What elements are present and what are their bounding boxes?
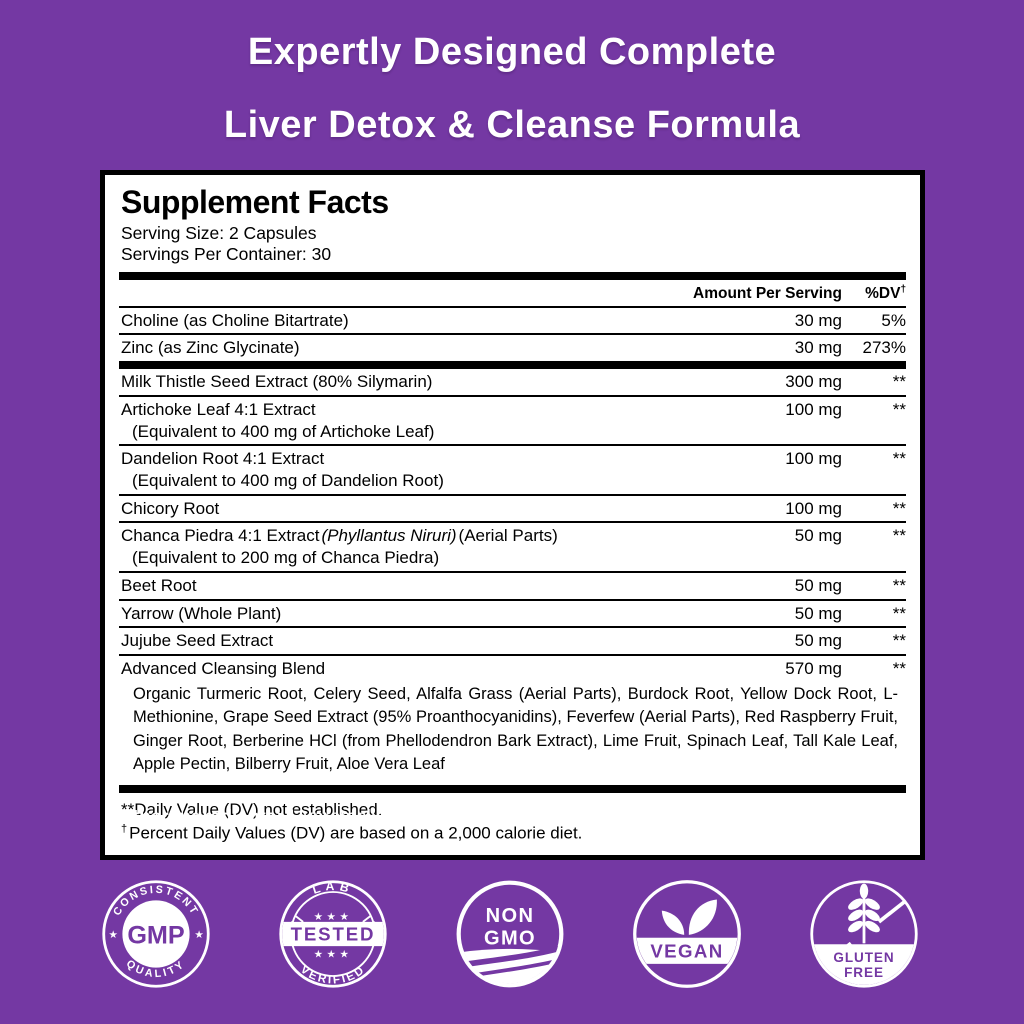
lab-tested-badge-icon: LAB ★★★ TESTED ★★★ VERIFIED — [279, 879, 387, 988]
panel-title: Supplement Facts — [121, 184, 389, 220]
star-icon: ★ — [108, 930, 117, 941]
ingredient-dv: ** — [892, 631, 906, 651]
gmp-badge-icon: CONSISTENT QUALITY ★ ★ GMP — [102, 880, 210, 988]
ingredient-latin-name: (Phyllantus Niruri) — [321, 526, 457, 546]
ingredient-amount: 300 mg — [785, 372, 842, 392]
ingredient-name: Advanced Cleansing Blend — [121, 659, 326, 679]
dagger-symbol: † — [900, 283, 906, 295]
ingredient-name: Milk Thistle Seed Extract (80% Silymarin… — [121, 372, 433, 392]
vegan-label: VEGAN — [650, 940, 723, 961]
table-row: Choline (as Choline Bitartrate) 30 mg 5% — [119, 308, 906, 336]
ingredient-dv: ** — [892, 498, 906, 518]
thick-rule — [119, 361, 906, 370]
gmo-label: GMO — [484, 927, 536, 949]
table-row: Dandelion Root 4:1 Extract (Equivalent to… — [119, 446, 906, 496]
table-row: Chicory Root 100 mg ** — [119, 496, 906, 524]
stars-row: ★★★ — [314, 949, 353, 960]
stars-row: ★★★ — [314, 912, 353, 923]
ingredient-part: (Aerial Parts) — [458, 526, 558, 546]
column-header-amount: Amount Per Serving — [693, 284, 842, 302]
ingredient-name: Choline (as Choline Bitartrate) — [121, 310, 349, 330]
headline-line2: Liver Detox & Cleanse Formula — [223, 104, 801, 146]
footnote-percent-dv: † Percent Daily Values (DV) are based on … — [121, 822, 583, 843]
table-row: Advanced Cleansing Blend 570 mg ** — [119, 656, 906, 682]
ingredient-amount: 50 mg — [794, 526, 842, 546]
ingredient-name: Chanca Piedra 4:1 Extract — [121, 526, 320, 546]
ingredient-name: Dandelion Root 4:1 Extract — [121, 449, 325, 469]
non-label: NON — [486, 905, 535, 927]
thick-rule — [119, 785, 906, 794]
ingredient-name: Jujube Seed Extract — [121, 631, 274, 651]
star-icon: ★ — [194, 930, 203, 941]
ingredient-name: Beet Root — [121, 575, 197, 595]
ingredient-amount: 100 mg — [785, 498, 842, 518]
blend-ingredient-list: Organic Turmeric Root, Celery Seed, Alfa… — [133, 684, 898, 774]
gluten-free-badge-icon: GLUTEN FREE — [810, 880, 918, 988]
table-row: Chanca Piedra 4:1 Extract (Phyllantus Nir… — [119, 523, 906, 573]
leaf-icon — [661, 899, 717, 935]
ingredient-name: Zinc (as Zinc Glycinate) — [121, 338, 300, 358]
table-row: Zinc (as Zinc Glycinate) 30 mg 273% — [119, 335, 906, 361]
other-ingredients: Other Ingredients: Hypromellose (Vegan) C… — [118, 807, 914, 829]
ingredient-dv: ** — [892, 449, 906, 469]
ingredient-name: Chicory Root — [121, 498, 220, 518]
gmp-center-label: GMP — [127, 921, 184, 949]
ingredient-dv: ** — [892, 399, 906, 419]
vegan-badge-icon: VEGAN — [633, 880, 741, 988]
table-row: Beet Root 50 mg ** — [119, 573, 906, 601]
table-row: Artichoke Leaf 4:1 Extract (Equivalent to… — [119, 397, 906, 447]
wheat-icon — [848, 883, 880, 944]
ingredient-equivalent: (Equivalent to 400 mg of Dandelion Root) — [132, 471, 444, 491]
ingredient-amount: 50 mg — [794, 575, 842, 595]
ingredient-dv: ** — [892, 603, 906, 623]
ingredient-dv: ** — [892, 659, 906, 679]
ingredient-equivalent: (Equivalent to 400 mg of Artichoke Leaf) — [132, 421, 435, 441]
table-row: Milk Thistle Seed Extract (80% Silymarin… — [119, 369, 906, 397]
supplement-facts-panel: Supplement Facts Serving Size: 2 Capsule… — [100, 170, 925, 861]
serving-size: Serving Size: 2 Capsules — [121, 222, 317, 243]
table-row: Jujube Seed Extract 50 mg ** — [119, 628, 906, 657]
ingredient-dv: ** — [892, 526, 906, 546]
ingredient-dv: 273% — [862, 338, 906, 358]
ingredient-dv: ** — [892, 372, 906, 392]
tested-band — [282, 921, 384, 947]
ingredient-equivalent: (Equivalent to 200 mg of Chanca Piedra) — [132, 548, 440, 568]
footnote-dv-not-established: **Daily Value (DV) not established. — [121, 800, 383, 820]
ingredient-dv: 5% — [881, 310, 906, 330]
ingredient-amount: 100 mg — [785, 399, 842, 419]
ingredient-amount: 50 mg — [794, 603, 842, 623]
servings-per-container: Servings Per Container: 30 — [121, 244, 332, 265]
ingredient-name: Artichoke Leaf 4:1 Extract — [121, 399, 316, 419]
column-header-dv: %DV† — [865, 283, 906, 302]
table-row: Yarrow (Whole Plant) 50 mg ** — [119, 601, 906, 629]
ingredient-amount: 30 mg — [794, 310, 842, 330]
ingredient-name: Yarrow (Whole Plant) — [121, 603, 282, 623]
other-ingredients-label: Other Ingredients: — [118, 807, 283, 828]
thick-rule — [119, 271, 906, 280]
ingredient-amount: 50 mg — [794, 631, 842, 651]
headline-line1: Expertly Designed Complete — [247, 31, 777, 73]
other-ingredients-text: Hypromellose (Vegan) Capsule, Rice Flour… — [289, 807, 655, 828]
footnotes: **Daily Value (DV) not established. † Per… — [119, 793, 906, 846]
vegan-band — [636, 937, 738, 964]
dagger-symbol: † — [121, 822, 128, 835]
ingredient-amount: 100 mg — [785, 449, 842, 469]
ingredient-amount: 30 mg — [794, 338, 842, 358]
product-headline: Expertly Designed Complete Liver Detox &… — [0, 16, 1024, 162]
tested-label: TESTED — [291, 924, 376, 945]
free-label: FREE — [844, 965, 884, 980]
gluten-label: GLUTEN — [833, 950, 894, 965]
ingredient-amount: 570 mg — [785, 659, 842, 679]
divider-line — [108, 848, 918, 851]
table-header-row: Amount Per Serving %DV† — [119, 280, 906, 308]
certification-badges: CONSISTENT QUALITY ★ ★ GMP LAB ★★★ TESTE… — [100, 878, 920, 990]
ingredient-dv: ** — [892, 575, 906, 595]
non-gmo-badge-icon: NON GMO — [456, 880, 564, 988]
